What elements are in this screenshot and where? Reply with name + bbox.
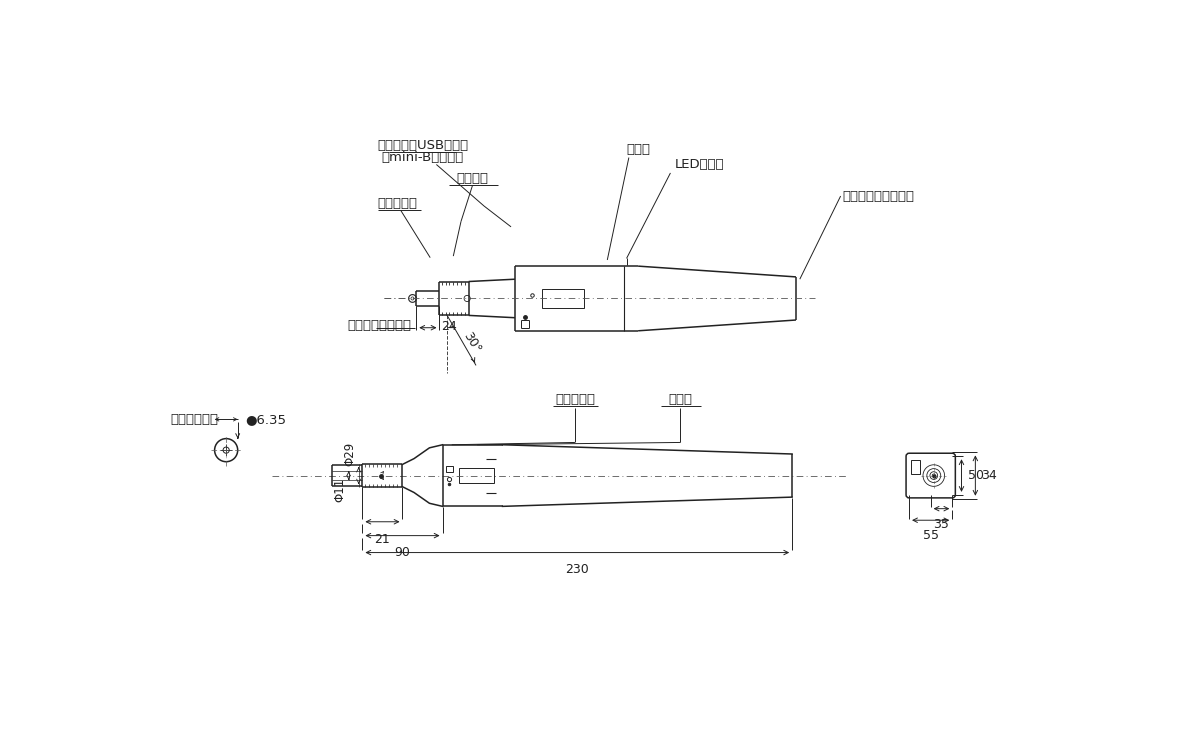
Bar [460,468,494,483]
Text: スイッチ部: スイッチ部 [554,393,595,406]
Text: ビット差込部: ビット差込部 [170,413,218,426]
Bar [445,467,454,472]
Text: ラチェット: ラチェット [378,197,418,210]
Text: ●6.35: ●6.35 [246,413,287,426]
Text: （mini-Bタイプ）: （mini-Bタイプ） [382,151,463,164]
Text: 34: 34 [982,469,997,482]
Text: 230: 230 [565,564,589,577]
Text: 24: 24 [440,320,457,332]
Text: ビット差込み深さ: ビット差込み深さ [347,319,412,332]
Text: LEDリング: LEDリング [674,158,725,171]
Text: 製造番号: 製造番号 [456,171,488,184]
FancyBboxPatch shape [906,453,955,498]
Text: 21: 21 [374,533,390,545]
Text: 表示部: 表示部 [668,393,692,406]
Text: 35: 35 [934,518,949,531]
Text: 30°: 30° [461,330,484,355]
Text: 通信・充電USBポート: 通信・充電USBポート [377,139,468,152]
Text: Φ29: Φ29 [343,442,356,466]
Text: 55: 55 [923,529,938,542]
Bar [912,460,920,474]
Text: 型式名: 型式名 [626,143,650,156]
Text: Φ11: Φ11 [334,477,347,502]
Text: 90: 90 [395,547,410,559]
Bar [542,289,584,308]
Text: 50: 50 [967,469,984,482]
Text: バッテリーキャップ: バッテリーキャップ [842,190,914,203]
